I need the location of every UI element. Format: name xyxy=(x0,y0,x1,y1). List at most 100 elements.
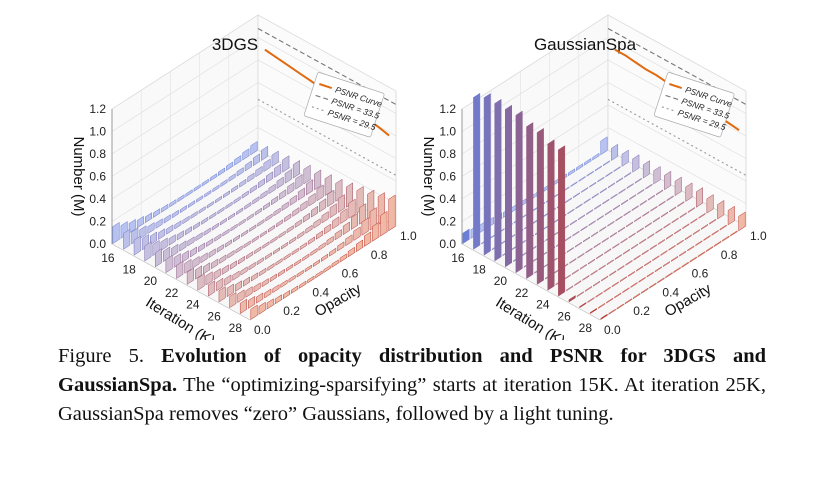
histogram-bar xyxy=(249,224,257,233)
histogram-bar xyxy=(641,287,649,294)
histogram-bar xyxy=(637,188,645,195)
histogram-bar xyxy=(273,207,281,217)
histogram-bar xyxy=(247,172,255,183)
histogram-bar xyxy=(250,141,258,156)
histogram-bar xyxy=(133,235,141,256)
histogram-bar xyxy=(212,184,220,193)
histogram-bar xyxy=(638,276,646,283)
histogram-bar xyxy=(238,218,246,227)
histogram-bar xyxy=(347,246,355,258)
histogram-bar xyxy=(176,230,184,241)
histogram-bar xyxy=(594,165,602,172)
histogram-bar xyxy=(201,178,209,187)
histogram-bar xyxy=(291,285,299,294)
histogram-bar xyxy=(218,286,226,303)
histogram-bar xyxy=(622,248,630,255)
histogram-bar xyxy=(308,192,316,207)
histogram-bar xyxy=(719,224,727,231)
histogram-bar xyxy=(231,184,239,193)
histogram-bar xyxy=(289,236,297,245)
histogram-bar xyxy=(738,211,746,232)
histogram-bar xyxy=(249,184,257,194)
histogram-bar xyxy=(295,174,303,190)
histogram-bar xyxy=(671,217,679,224)
histogram-bar xyxy=(177,194,185,203)
histogram-bar xyxy=(275,258,283,266)
histogram-bar xyxy=(145,212,152,224)
histogram-bar xyxy=(582,274,590,281)
histogram-bar xyxy=(669,206,677,213)
histogram-bar xyxy=(569,219,577,226)
histogram-bar xyxy=(473,92,481,250)
histogram-bar xyxy=(671,255,679,262)
histogram-bar xyxy=(200,252,208,264)
histogram-bar xyxy=(615,215,623,222)
histogram-bar xyxy=(153,208,161,218)
histogram-bar xyxy=(645,183,653,190)
histogram-bar xyxy=(234,280,242,292)
histogram-bar xyxy=(620,237,628,244)
histogram-bar xyxy=(292,207,300,217)
histogram-bar xyxy=(331,259,339,268)
histogram-bar xyxy=(388,194,396,232)
histogram-bar xyxy=(612,204,620,211)
histogram-bar xyxy=(597,176,605,183)
histogram-bar xyxy=(332,216,340,230)
histogram-bar xyxy=(208,280,216,297)
histogram-bar xyxy=(624,298,632,305)
histogram-bar xyxy=(305,224,313,234)
iteration-tick-label: 26 xyxy=(207,309,221,323)
histogram-bar xyxy=(634,216,642,223)
histogram-bar xyxy=(602,198,610,205)
histogram-bar xyxy=(271,195,279,206)
iteration-tick-label: 18 xyxy=(122,263,136,277)
histogram-bar xyxy=(288,274,296,283)
opacity-tick-label: 0.2 xyxy=(633,304,650,318)
histogram-bar xyxy=(240,266,248,276)
histogram-bar xyxy=(661,211,669,218)
histogram-bar xyxy=(564,197,572,204)
histogram-bar xyxy=(303,164,311,185)
histogram-bar xyxy=(252,153,260,167)
histogram-bar xyxy=(585,247,593,254)
histogram-bar xyxy=(572,230,580,237)
histogram-bar xyxy=(271,150,279,167)
histogram-bar xyxy=(668,244,676,251)
iteration-tick-label: 22 xyxy=(165,286,179,300)
histogram-bar xyxy=(206,238,214,248)
histogram-bar xyxy=(222,228,230,237)
histogram-bar xyxy=(187,236,195,247)
histogram-bar xyxy=(687,245,695,252)
histogram-bar xyxy=(296,269,304,278)
iteration-tick-label: 20 xyxy=(494,274,508,288)
histogram-bar xyxy=(274,163,282,178)
z-tick-label: 1.0 xyxy=(439,125,456,139)
histogram-bar xyxy=(644,260,652,267)
histogram-bar xyxy=(654,266,662,273)
caption-label: Figure 5. xyxy=(58,345,145,367)
histogram-bar xyxy=(584,157,592,166)
histogram-bar xyxy=(237,289,245,304)
opacity-tick-label: 1.0 xyxy=(750,229,767,243)
histogram-bar xyxy=(280,279,288,288)
histogram-bar xyxy=(197,273,205,291)
histogram-bar xyxy=(642,210,650,217)
histogram-bar xyxy=(123,228,131,250)
histogram-bar xyxy=(246,251,254,260)
histogram-bar xyxy=(639,238,647,245)
histogram-bar xyxy=(626,182,634,189)
histogram-bar xyxy=(583,198,591,205)
histogram-bar xyxy=(623,210,631,217)
histogram-bar xyxy=(184,226,192,236)
histogram-bar xyxy=(356,239,363,253)
histogram-bar xyxy=(647,233,655,240)
histogram-bar xyxy=(209,173,217,182)
histogram-bar xyxy=(226,161,234,171)
histogram-bar xyxy=(282,155,290,173)
histogram-bar xyxy=(294,219,302,229)
histogram-bar xyxy=(112,221,120,244)
histogram-bar xyxy=(279,189,287,201)
histogram-bar xyxy=(607,220,615,227)
histogram-bar xyxy=(185,189,193,197)
histogram-bar xyxy=(229,291,237,309)
